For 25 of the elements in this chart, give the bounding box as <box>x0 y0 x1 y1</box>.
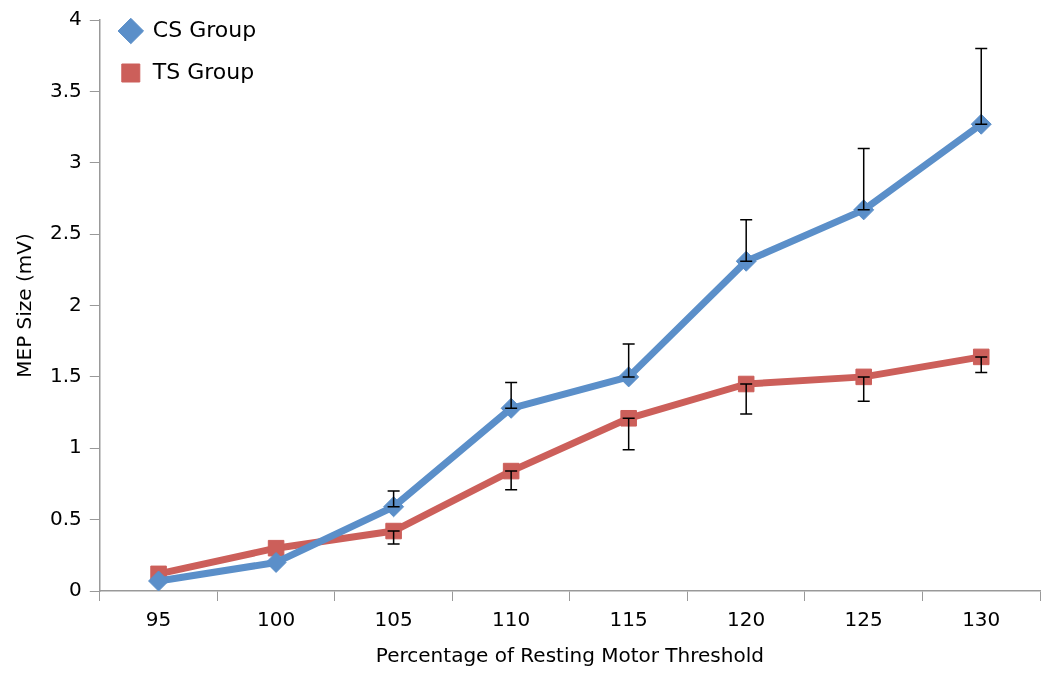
y-tick-label: 4 <box>69 6 82 31</box>
x-tick-label: 95 <box>145 607 172 632</box>
y-tick-label: 2 <box>69 291 82 316</box>
x-tick-label: 125 <box>844 607 883 632</box>
legend-label: CS Group <box>152 16 257 42</box>
point <box>265 551 287 573</box>
x-tick-label: 105 <box>374 607 413 632</box>
y-tick-label: 1.5 <box>49 363 82 388</box>
x-tick-label: 130 <box>962 607 1001 632</box>
x-tick-label: 115 <box>609 607 648 632</box>
x-tick-label: 120 <box>727 607 766 632</box>
x-tick-label: 100 <box>257 607 296 632</box>
y-tick-label: 1 <box>69 434 82 459</box>
point <box>267 539 285 557</box>
point <box>620 409 637 427</box>
y-axis-title: MEP Size (mV) <box>12 233 37 378</box>
x-axis-title: Percentage of Resting Motor Threshold <box>375 643 764 668</box>
y-tick-label: 3 <box>69 148 82 173</box>
y-tick-label: 3.5 <box>49 77 82 102</box>
y-tick-label: 0.5 <box>49 505 82 530</box>
y-tick-label: 0 <box>69 577 82 602</box>
legend-label: TS Group <box>151 58 255 84</box>
x-tick-label: 110 <box>492 607 531 632</box>
point <box>148 570 170 591</box>
y-tick-label: 2.5 <box>49 220 82 245</box>
